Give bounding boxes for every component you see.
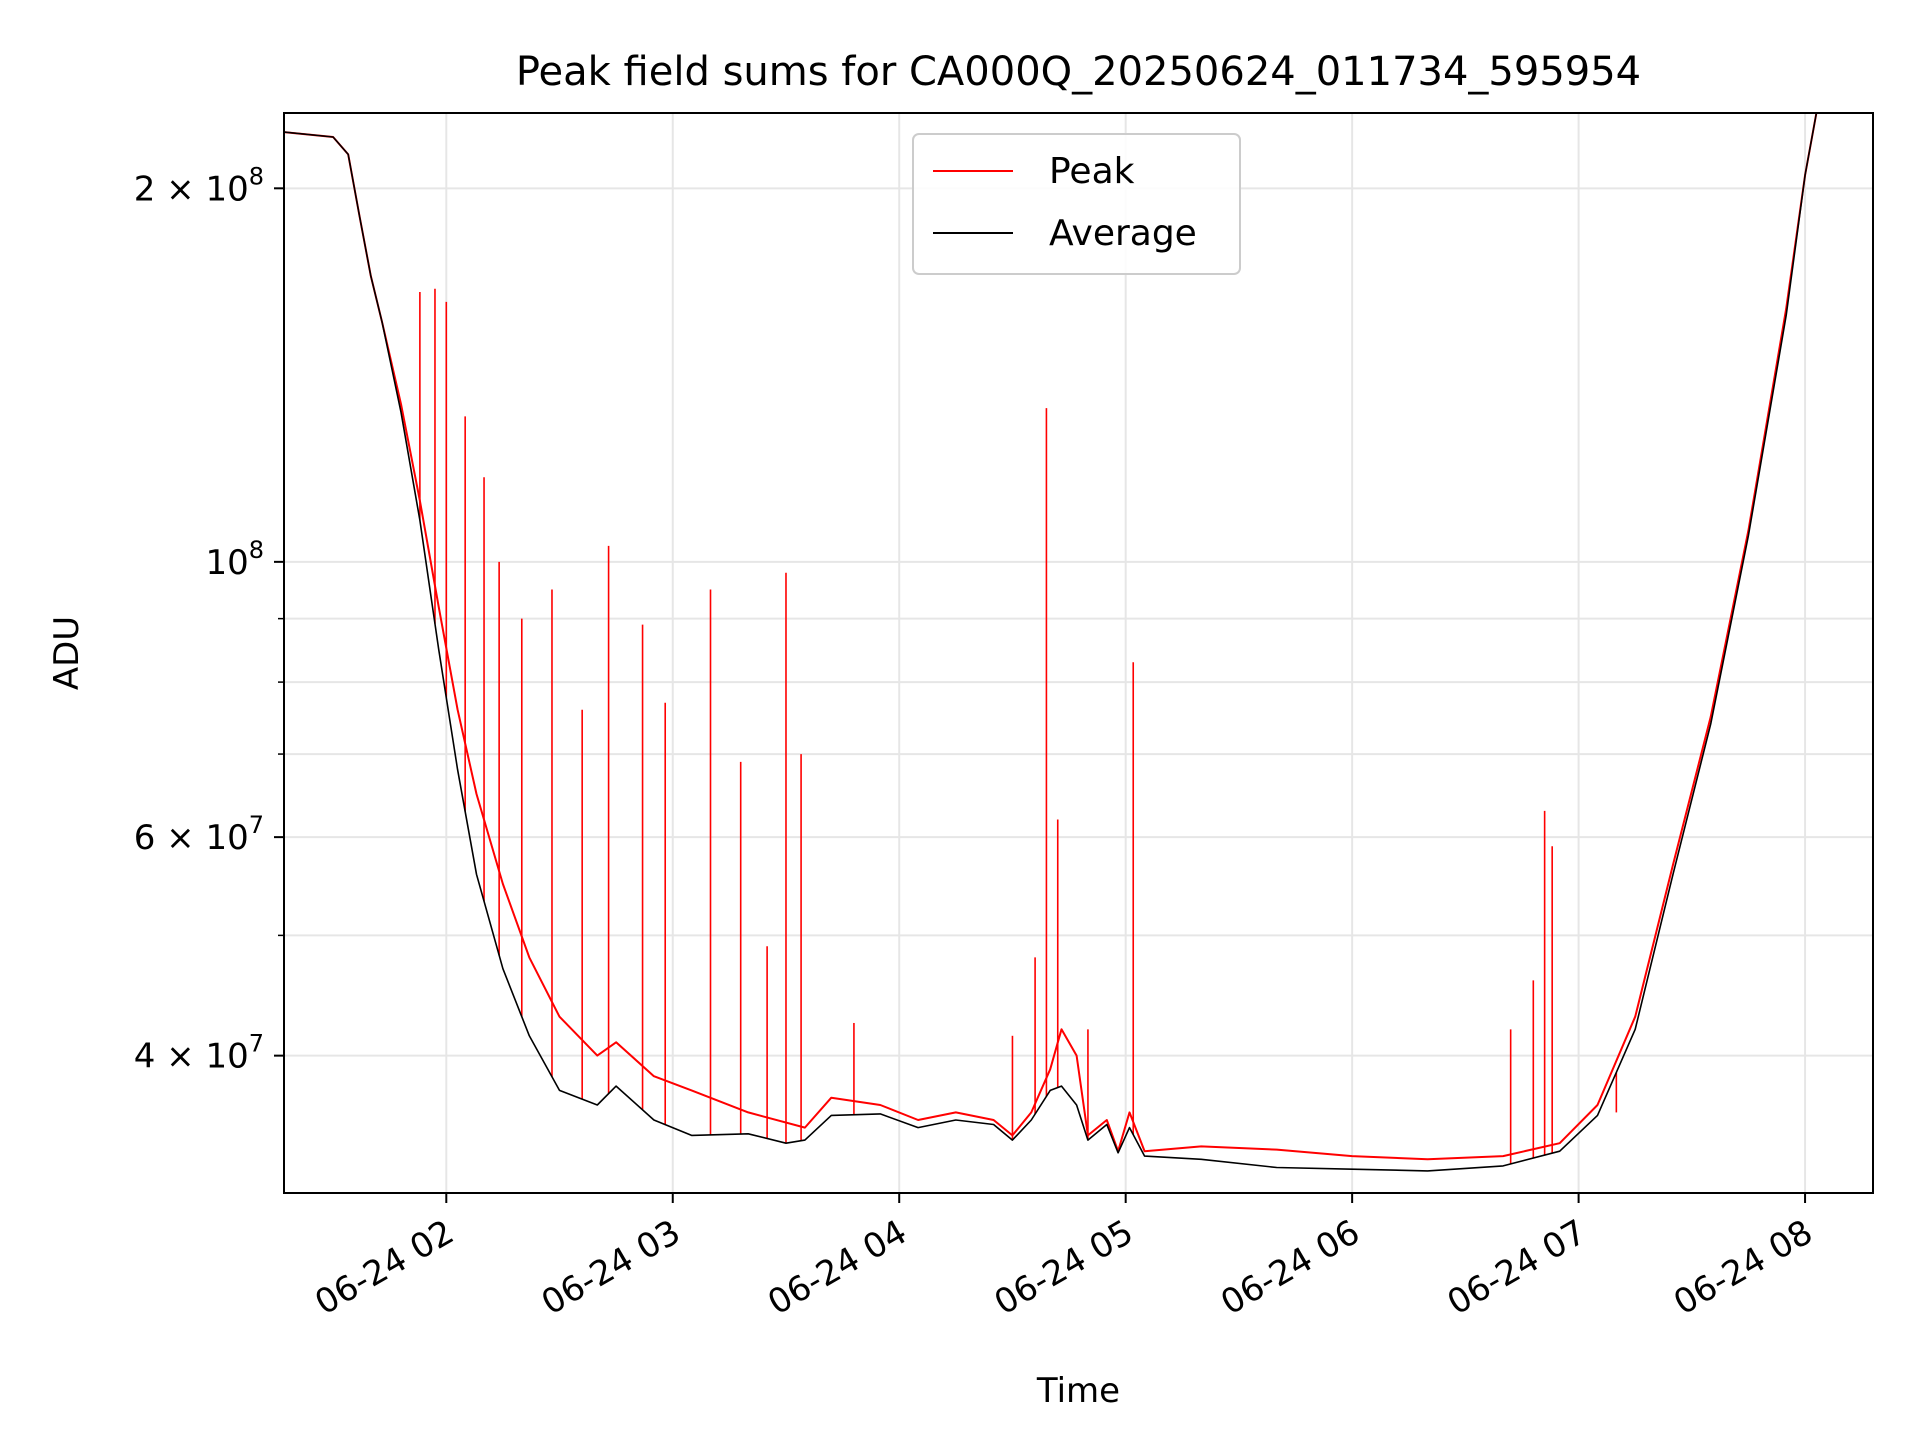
y-axis-label: ADU xyxy=(47,616,87,690)
grid-lines xyxy=(284,113,1873,1193)
x-axis-label: Time xyxy=(1036,1371,1120,1411)
series-layer xyxy=(284,113,1873,1172)
legend-label: Average xyxy=(1049,213,1197,254)
y-tick-label: 4 × 107 xyxy=(134,1030,264,1077)
series-average-line xyxy=(284,113,1873,1172)
legend: Peak Average xyxy=(912,133,1241,275)
y-tick-label: 108 xyxy=(205,536,264,583)
y-axis: 2 × 108 108 6 × 107 4 × 107 xyxy=(134,162,284,1077)
series-peak-line xyxy=(284,113,1873,1161)
chart-title: Peak field sums for CA000Q_20250624_0117… xyxy=(516,49,1641,95)
legend-box xyxy=(912,133,1241,275)
y-tick-label: 2 × 108 xyxy=(134,162,264,209)
legend-label: Peak xyxy=(1049,151,1135,192)
y-tick-label: 6 × 107 xyxy=(134,811,264,858)
plot-frame xyxy=(283,112,1874,1194)
